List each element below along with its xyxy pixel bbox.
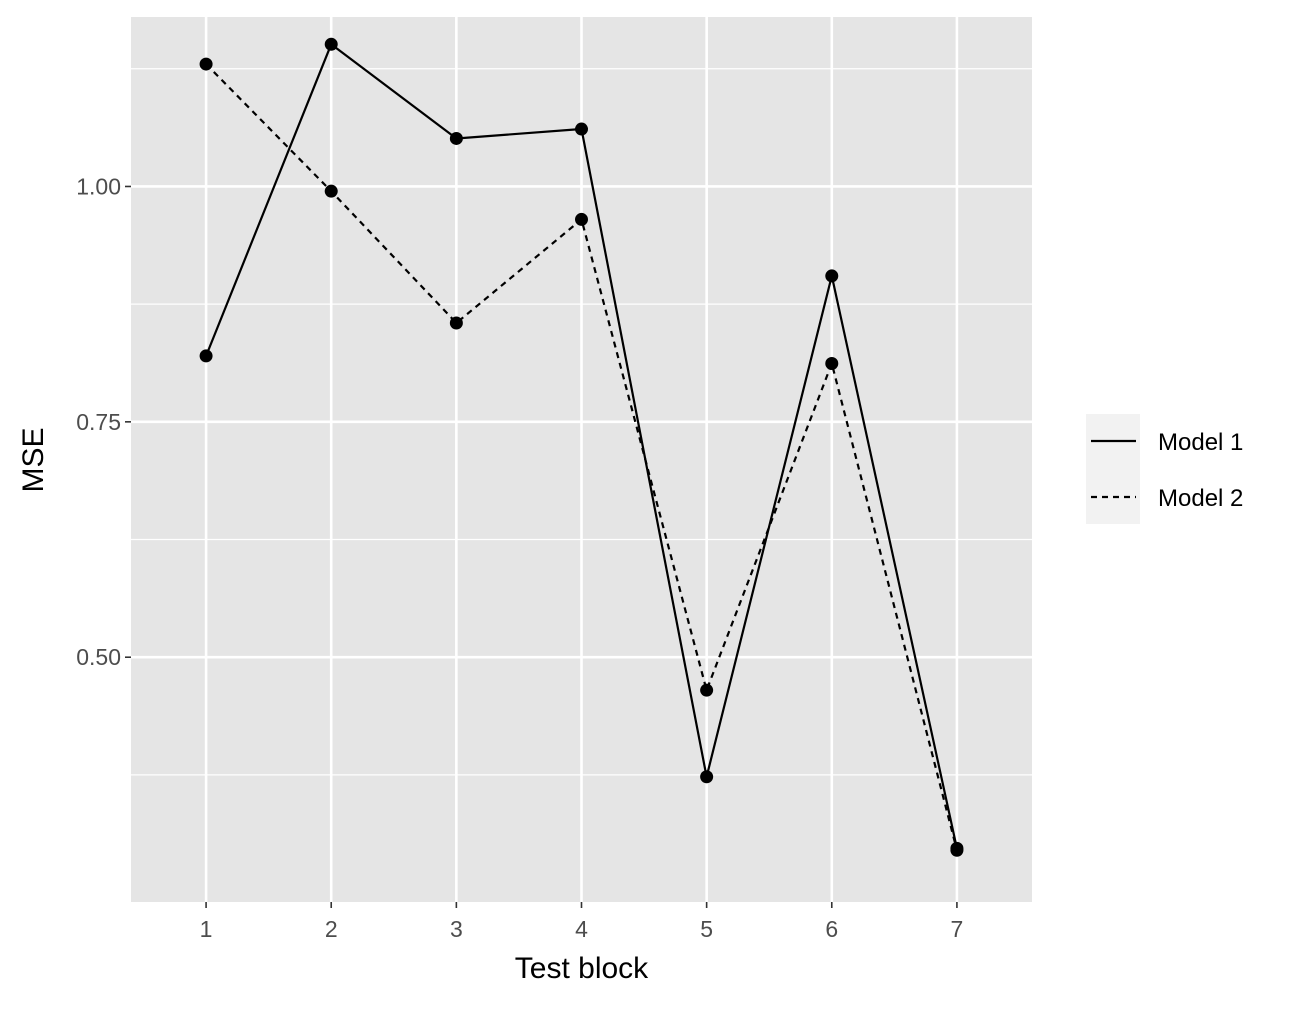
y-axis: 0.50 0.75 1.00 <box>76 173 131 670</box>
y-tick-label: 1.00 <box>76 173 121 199</box>
legend-label-model-1: Model 1 <box>1158 429 1243 456</box>
legend-key-background <box>1086 414 1140 524</box>
y-tick-label: 0.50 <box>76 644 121 670</box>
x-tick-label: 2 <box>325 916 338 942</box>
data-point-model-1 <box>449 131 463 145</box>
legend-label-model-2: Model 2 <box>1158 485 1243 512</box>
data-point-model-2 <box>199 57 213 71</box>
data-point-model-1 <box>825 269 839 283</box>
legend: Model 1 Model 2 <box>1086 414 1243 524</box>
major-gridlines <box>131 17 1032 902</box>
data-point-model-1 <box>324 37 338 51</box>
data-point-model-1 <box>199 349 213 363</box>
y-axis-title: MSE <box>17 427 50 492</box>
data-point-model-2 <box>575 212 588 226</box>
x-axis-title: Test block <box>515 952 649 985</box>
data-point-model-2 <box>950 843 964 857</box>
x-tick-label: 7 <box>951 916 964 942</box>
x-tick-label: 3 <box>450 916 463 942</box>
x-axis: 1 2 3 4 5 6 7 <box>200 902 964 942</box>
x-tick-label: 5 <box>700 916 713 942</box>
x-tick-label: 6 <box>825 916 838 942</box>
data-point-model-2 <box>825 356 839 370</box>
x-tick-label: 4 <box>575 916 588 942</box>
x-tick-label: 1 <box>200 916 213 942</box>
data-point-model-1 <box>575 122 588 136</box>
data-point-model-2 <box>449 316 463 330</box>
data-point-model-2 <box>324 184 338 198</box>
data-point-model-1 <box>700 770 714 784</box>
y-tick-label: 0.75 <box>76 409 121 435</box>
data-point-model-2 <box>700 683 714 697</box>
points-layer <box>199 37 964 857</box>
